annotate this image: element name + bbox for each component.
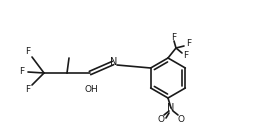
Text: O: O <box>157 115 165 123</box>
Text: OH: OH <box>84 85 98 95</box>
Text: F: F <box>20 68 25 76</box>
Text: N: N <box>110 57 118 67</box>
Text: O: O <box>178 115 184 123</box>
Text: F: F <box>25 85 30 95</box>
Text: F: F <box>183 52 188 61</box>
Text: F: F <box>186 39 192 48</box>
Text: F: F <box>171 32 177 42</box>
Text: F: F <box>25 48 30 56</box>
Text: N: N <box>167 103 175 113</box>
